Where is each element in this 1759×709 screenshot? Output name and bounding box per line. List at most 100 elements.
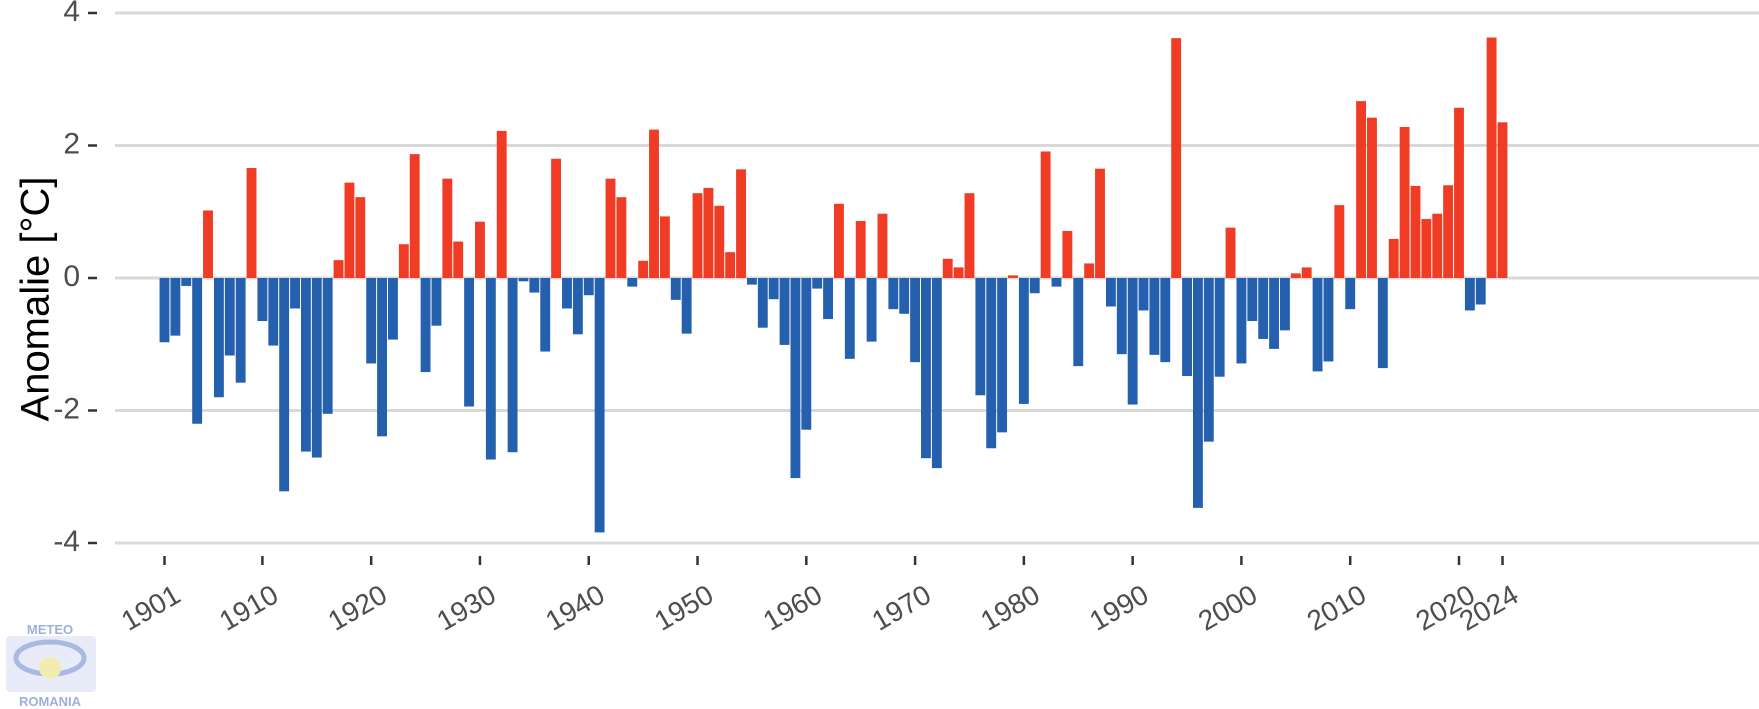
y-tick-label: -4 [53, 525, 80, 558]
x-tick-label: 1990 [1084, 579, 1153, 637]
bar-1947 [659, 216, 670, 278]
bar-1937 [551, 158, 562, 278]
bar-1969 [899, 278, 910, 314]
bar-1991 [1138, 278, 1149, 311]
bar-1908 [235, 278, 246, 383]
bar-1949 [681, 278, 692, 334]
bar-1925 [420, 278, 431, 373]
meteo-romania-logo: METEO ROMANIA [6, 622, 96, 709]
bar-1943 [616, 197, 627, 278]
bar-1952 [714, 205, 725, 278]
bar-1945 [638, 260, 649, 278]
bar-2000 [1236, 278, 1247, 364]
bars [159, 37, 1508, 533]
bar-1994 [1171, 38, 1182, 278]
y-tick-label: -2 [53, 392, 80, 425]
bar-1963 [834, 203, 844, 278]
bar-2003 [1269, 278, 1279, 349]
bar-1929 [464, 278, 475, 407]
bar-1962 [823, 278, 833, 320]
bar-1921 [377, 278, 387, 437]
x-tick-label: 1930 [432, 579, 501, 637]
bar-1940 [583, 278, 594, 296]
bar-1974 [953, 267, 964, 278]
y-axis: 4 2 0 -2 -4 [53, 0, 97, 558]
bar-1989 [1116, 278, 1127, 355]
bar-1942 [605, 178, 616, 279]
bar-2006 [1301, 267, 1312, 278]
bar-2023 [1486, 37, 1497, 279]
bar-2022 [1475, 278, 1486, 305]
bar-1990 [1127, 278, 1138, 405]
bar-1982 [1040, 151, 1051, 278]
x-tick-label: 1950 [649, 579, 718, 637]
bar-1992 [1149, 278, 1160, 355]
x-tick-label: 1901 [116, 579, 185, 637]
bar-1909 [246, 168, 257, 278]
logo-text-top: METEO [27, 622, 73, 637]
bar-1954 [736, 169, 746, 278]
bar-1907 [224, 278, 235, 356]
bar-2013 [1377, 278, 1388, 369]
bar-1906 [213, 278, 224, 398]
bar-1939 [572, 278, 583, 335]
bar-1967 [877, 213, 888, 278]
y-tick-label: 2 [63, 127, 80, 160]
bar-1984 [1062, 230, 1073, 278]
bar-1959 [790, 278, 801, 479]
bar-1914 [300, 278, 311, 452]
bar-1922 [388, 278, 398, 340]
bar-2008 [1323, 278, 1334, 362]
bar-1913 [290, 278, 300, 309]
bar-2001 [1247, 278, 1258, 322]
bar-1944 [627, 278, 638, 287]
logo-text-bottom: ROMANIA [19, 694, 82, 709]
bar-1957 [768, 278, 779, 300]
bar-1905 [203, 210, 213, 278]
y-tick-label: 4 [63, 0, 80, 28]
bar-2012 [1367, 117, 1377, 279]
bar-1973 [942, 258, 953, 278]
bar-1995 [1182, 278, 1192, 377]
bar-2020 [1454, 107, 1464, 279]
bar-2024 [1497, 122, 1508, 278]
bar-1928 [453, 241, 464, 278]
bar-1938 [562, 278, 572, 309]
bar-1988 [1105, 278, 1116, 307]
bar-1911 [268, 278, 279, 346]
bar-1968 [888, 278, 899, 310]
bar-1903 [181, 278, 192, 286]
bar-2011 [1356, 101, 1367, 278]
bar-1972 [931, 278, 942, 469]
bar-2015 [1399, 126, 1410, 278]
bar-1946 [649, 129, 659, 278]
bar-2005 [1290, 273, 1301, 278]
bar-1941 [594, 278, 605, 533]
bar-1976 [975, 278, 986, 396]
bar-1951 [703, 187, 714, 278]
bar-1936 [540, 278, 551, 352]
x-tick-label: 1980 [975, 579, 1044, 637]
bar-1935 [529, 278, 540, 293]
x-tick-label: 1910 [214, 579, 283, 637]
x-tick-label: 2000 [1193, 579, 1262, 637]
bar-1948 [670, 278, 681, 300]
bar-2017 [1421, 219, 1432, 278]
bar-1910 [257, 278, 268, 322]
bar-2021 [1464, 278, 1475, 311]
bar-2010 [1345, 278, 1356, 310]
bar-1918 [344, 182, 355, 278]
x-tick-label: 1960 [758, 579, 827, 637]
x-tick-label: 1940 [540, 579, 609, 637]
bar-2007 [1312, 278, 1323, 372]
x-axis: 1901 1910 1920 1930 1940 1950 1960 1970 1980 1990… [116, 556, 1524, 637]
bar-1920 [366, 278, 377, 364]
bar-1958 [779, 278, 790, 345]
bar-1960 [801, 278, 812, 430]
bar-2009 [1334, 205, 1345, 279]
bar-1931 [485, 278, 496, 460]
bar-1915 [311, 278, 322, 458]
bar-2018 [1432, 213, 1443, 278]
bar-1961 [812, 278, 823, 289]
